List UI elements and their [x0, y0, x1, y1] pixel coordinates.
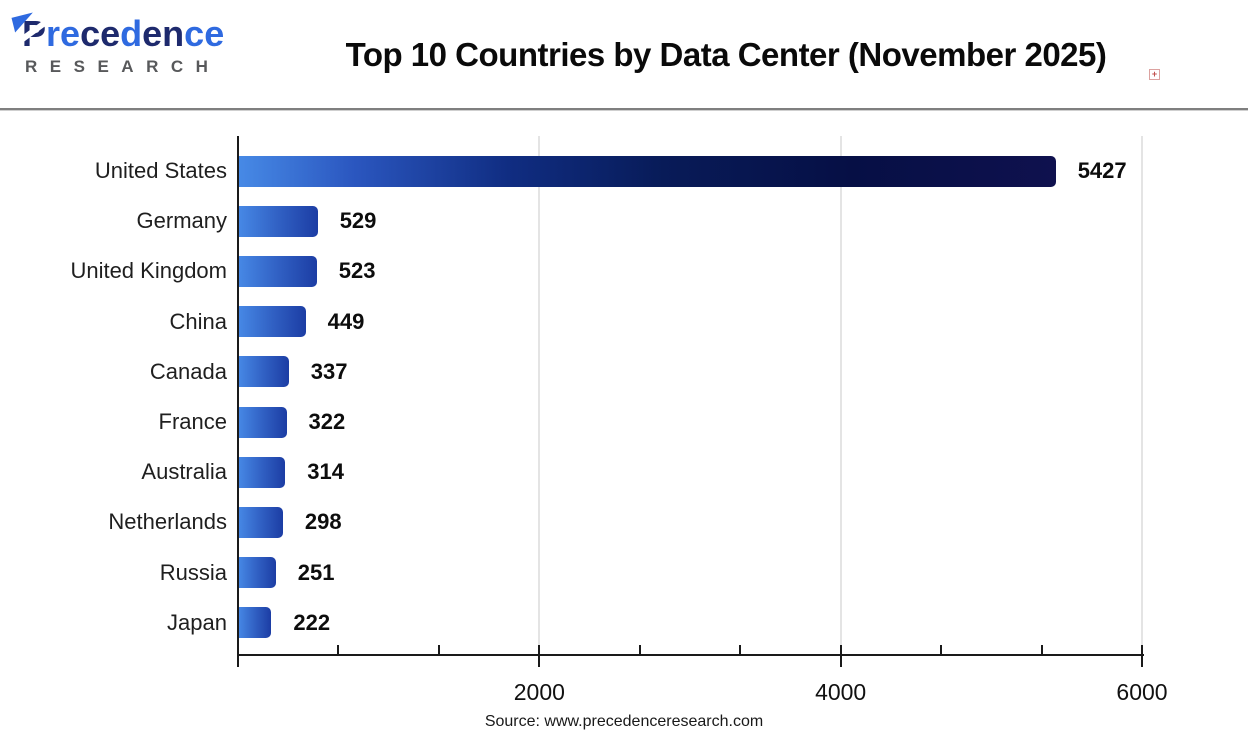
minor-tick: [337, 645, 340, 656]
value-label: 5427: [1077, 158, 1127, 184]
major-tick: [237, 645, 239, 667]
category-label: United States: [94, 158, 227, 184]
gridline: [839, 136, 842, 654]
category-label: United Kingdom: [70, 258, 227, 284]
bar-row: Japan 222: [0, 598, 1248, 648]
logo-subtitle: RESEARCH: [25, 56, 221, 76]
category-label: Japan: [167, 609, 227, 635]
x-tick-label: 6000: [1116, 679, 1168, 705]
logo-letter: e: [100, 13, 121, 54]
value-label: 529: [339, 208, 377, 234]
logo-letter: n: [162, 13, 185, 54]
value-label: 251: [297, 559, 335, 585]
x-tick-label: 4000: [815, 679, 867, 705]
source-caption: Source: www.precedenceresearch.com: [484, 713, 764, 730]
logo-letter: e: [142, 13, 163, 54]
category-label: Germany: [136, 208, 227, 234]
bar: [238, 306, 306, 338]
bar: [238, 456, 286, 488]
bar-row: China 449: [0, 297, 1248, 347]
bar-row: France 322: [0, 397, 1248, 447]
major-tick: [538, 645, 541, 667]
bar: [238, 205, 318, 237]
bar: [238, 557, 276, 589]
x-axis-line: [237, 654, 1144, 656]
bar: [238, 406, 287, 438]
value-label: 337: [310, 358, 348, 384]
category-label: France: [158, 409, 227, 435]
logo-letter: e: [204, 13, 225, 54]
bar-row: Netherlands 298: [0, 497, 1248, 547]
gridline: [538, 136, 541, 654]
logo-letter: d: [120, 13, 143, 54]
x-tick-label: 2000: [513, 679, 565, 705]
value-label: 322: [308, 409, 346, 435]
y-axis-line: [237, 136, 239, 656]
logo-letter: c: [80, 13, 101, 54]
bar: [238, 155, 1056, 187]
major-tick: [1141, 645, 1143, 667]
value-label: 314: [307, 459, 345, 485]
bar: [238, 356, 289, 388]
category-label: China: [169, 308, 227, 334]
precedence-research-logo: Precedence RESEARCH: [11, 12, 225, 77]
value-label: 449: [327, 308, 365, 334]
bar-row: Canada 337: [0, 347, 1248, 397]
header-divider: [0, 108, 1248, 110]
bar-row: United States 5427: [0, 146, 1248, 196]
gridline: [1141, 136, 1143, 654]
bar: [238, 506, 283, 538]
logo-letter: r: [46, 13, 61, 54]
logo-wordmark: Precedence: [11, 12, 225, 54]
bar: [238, 607, 272, 639]
minor-tick: [638, 645, 641, 656]
category-label: Russia: [159, 559, 227, 585]
broken-image-glyph: +: [1151, 69, 1158, 79]
bar: [238, 255, 317, 287]
logo-letter: e: [60, 13, 81, 54]
value-label: 523: [338, 258, 376, 284]
value-label: 298: [304, 509, 342, 535]
minor-tick: [1040, 645, 1043, 656]
category-label: Australia: [141, 459, 227, 485]
logo-letter: c: [184, 13, 205, 54]
major-tick: [839, 645, 842, 667]
bar-row: United Kingdom 523: [0, 246, 1248, 296]
bar-row: Australia 314: [0, 447, 1248, 497]
broken-image-icon: +: [1149, 69, 1160, 80]
minor-tick: [739, 645, 742, 656]
bar-row: Russia 251: [0, 548, 1248, 598]
value-label: 222: [293, 609, 331, 635]
category-label: Netherlands: [108, 509, 227, 535]
chart-title: Top 10 Countries by Data Center (Novembe…: [345, 36, 1107, 73]
category-label: Canada: [149, 358, 227, 384]
minor-tick: [437, 645, 440, 656]
minor-tick: [940, 645, 943, 656]
bar-row: Germany 529: [0, 196, 1248, 246]
